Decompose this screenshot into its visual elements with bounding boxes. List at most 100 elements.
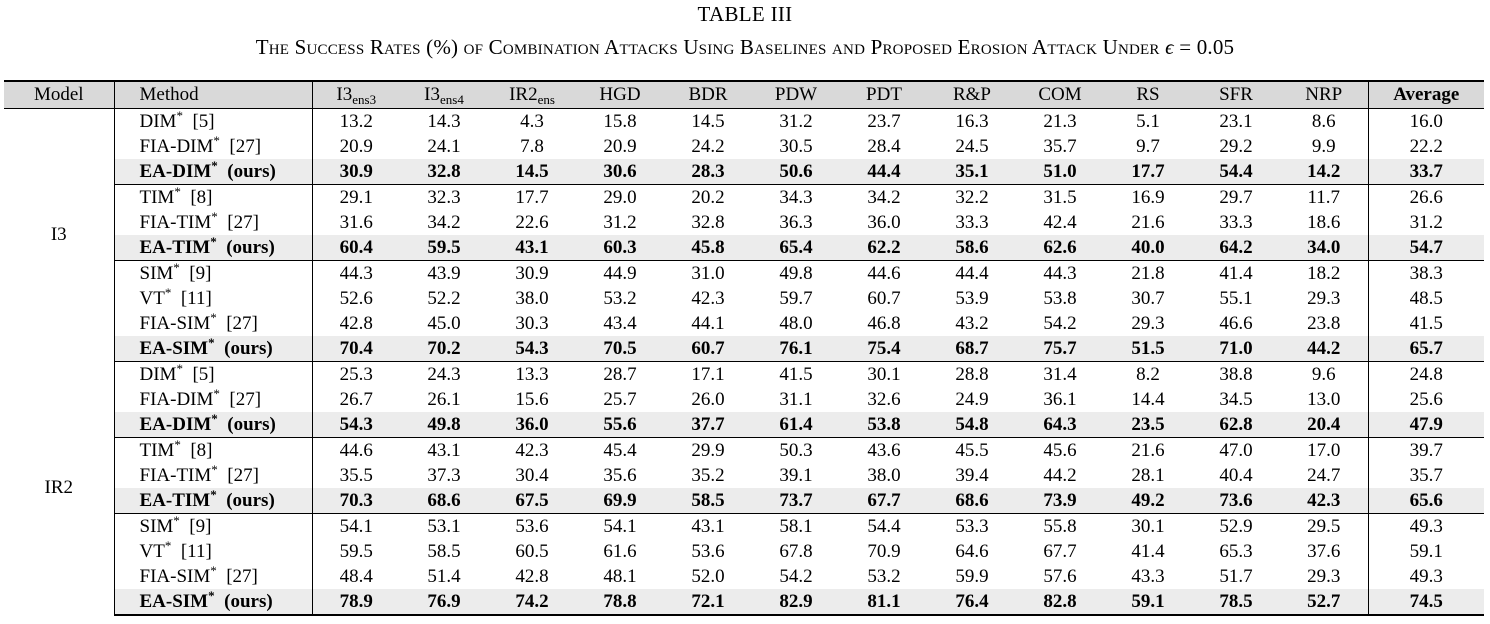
value-cell: 61.4 bbox=[752, 412, 840, 438]
value-cell: 64.2 bbox=[1192, 235, 1280, 261]
value-cell: 29.0 bbox=[603, 186, 637, 208]
value-cell: 13.0 bbox=[1280, 387, 1369, 412]
value-cell: 26.0 bbox=[691, 388, 725, 410]
table-row: IR2 DIM* [5] 25.3 24.3 13.3 28.7 17.1 41.5 30.1 2… bbox=[4, 360, 1484, 498]
value-cell: 23.8 bbox=[1280, 311, 1369, 336]
value-cell: 44.2 bbox=[1043, 464, 1077, 486]
value-cell: 58.5 bbox=[664, 488, 752, 514]
value-cell: 34.5 bbox=[1219, 388, 1253, 410]
value-cell: 24.3 bbox=[427, 363, 461, 385]
method-ref: (ours) bbox=[226, 236, 275, 258]
method-cell: EA-DIM* (ours) bbox=[113, 410, 312, 438]
header-col-5: PDW bbox=[752, 80, 840, 109]
header-col-0: I3ens3 bbox=[311, 80, 400, 109]
value-cell: 44.4 bbox=[955, 262, 989, 284]
table-row: FIA-SIM* [27] 42.8 45.0 30.3 43.4 44.1 48.0 46.… bbox=[4, 311, 1484, 336]
value-cell: 49.8 bbox=[400, 412, 488, 438]
method-cell: FIA-TIM* [27] bbox=[113, 210, 312, 235]
value-cell: 42.3 bbox=[1280, 488, 1369, 514]
value-cell: 76.1 bbox=[752, 336, 840, 362]
value-cell: 7.8 bbox=[520, 135, 544, 157]
value-cell: 4.3 bbox=[520, 110, 544, 132]
method-name: DIM bbox=[139, 363, 177, 385]
value-cell: 9.7 bbox=[1136, 135, 1160, 157]
header-col-1: I3ens4 bbox=[400, 80, 488, 109]
value-cell: 35.2 bbox=[691, 464, 725, 486]
header-col-6: PDT bbox=[840, 80, 928, 109]
method-cell: TIM* [8] bbox=[113, 437, 312, 463]
epsilon-value: = 0.05 bbox=[1179, 35, 1235, 59]
value-cell: 48.0 bbox=[779, 312, 813, 334]
value-cell: 54.1 bbox=[311, 513, 400, 539]
method-ref: [5] bbox=[192, 110, 215, 132]
value-cell: 54.8 bbox=[928, 412, 1016, 438]
method-name: EA-DIM bbox=[139, 413, 212, 435]
header-col-4: BDR bbox=[664, 80, 752, 109]
method-star: * bbox=[211, 410, 218, 426]
value-cell: 41.5 bbox=[779, 363, 813, 385]
average-cell: 49.3 bbox=[1409, 565, 1443, 587]
value-cell: 29.3 bbox=[1280, 286, 1369, 311]
header-method: Method bbox=[113, 80, 312, 109]
method-ref: [8] bbox=[190, 439, 213, 461]
value-cell: 53.3 bbox=[955, 515, 989, 537]
value-cell: 31.4 bbox=[1043, 363, 1077, 385]
table-row: VT* [11] 52.6 52.2 38.0 53.2 42.3 59.7 60.7 53.9… bbox=[4, 286, 1484, 311]
average-cell: 39.7 bbox=[1409, 439, 1443, 461]
value-cell: 16.9 bbox=[1131, 186, 1165, 208]
value-cell: 29.9 bbox=[691, 439, 725, 461]
header-row: Model Method I3ens3 I3ens4 IR2ens HGD BD… bbox=[4, 80, 1484, 109]
value-cell: 49.2 bbox=[1104, 488, 1192, 514]
value-cell: 28.3 bbox=[664, 159, 752, 185]
method-name: EA-TIM bbox=[139, 236, 211, 258]
method-name: VT bbox=[139, 287, 165, 309]
table-row-ours: EA-TIM* (ours) 70.3 68.6 67.5 69.9 58.5 73.7 67… bbox=[4, 488, 1484, 514]
value-cell: 53.2 bbox=[867, 565, 901, 587]
value-cell: 46.6 bbox=[1219, 312, 1253, 334]
method-star: * bbox=[210, 309, 217, 325]
value-cell: 51.4 bbox=[427, 565, 461, 587]
method-cell: FIA-DIM* [27] bbox=[113, 387, 312, 412]
value-cell: 29.3 bbox=[1131, 312, 1165, 334]
value-cell: 43.9 bbox=[427, 262, 461, 284]
table-row-ours: EA-SIM* (ours) 78.9 76.9 74.2 78.8 72.1 82.9 81… bbox=[4, 589, 1484, 616]
value-cell: 55.1 bbox=[1219, 287, 1253, 309]
method-cell: FIA-SIM* [27] bbox=[113, 309, 312, 336]
value-cell: 45.4 bbox=[603, 439, 637, 461]
value-cell: 14.3 bbox=[427, 110, 461, 132]
value-cell: 59.5 bbox=[311, 539, 400, 564]
average-cell: 38.3 bbox=[1409, 262, 1443, 284]
value-cell: 43.2 bbox=[955, 312, 989, 334]
value-cell: 62.2 bbox=[840, 235, 928, 261]
method-cell: FIA-SIM* [27] bbox=[113, 562, 312, 589]
method-cell: DIM* [5] bbox=[113, 360, 312, 387]
header-col-3: HGD bbox=[576, 80, 664, 109]
value-cell: 35.6 bbox=[603, 464, 637, 486]
value-cell: 30.3 bbox=[515, 312, 549, 334]
method-star: * bbox=[211, 157, 218, 173]
value-cell: 29.2 bbox=[1219, 135, 1253, 157]
value-cell: 17.1 bbox=[691, 363, 725, 385]
model-cell: IR2 bbox=[44, 477, 74, 499]
table-label: TABLE III bbox=[697, 2, 793, 26]
value-cell: 37.6 bbox=[1280, 539, 1369, 564]
value-cell: 75.7 bbox=[1016, 336, 1104, 362]
value-cell: 17.7 bbox=[1104, 159, 1192, 185]
value-cell: 17.0 bbox=[1280, 437, 1369, 463]
value-cell: 28.1 bbox=[1131, 464, 1165, 486]
value-cell: 8.2 bbox=[1136, 363, 1160, 385]
value-cell: 30.9 bbox=[311, 159, 400, 185]
value-cell: 33.3 bbox=[1219, 211, 1253, 233]
value-cell: 52.6 bbox=[311, 286, 400, 311]
average-cell: 31.2 bbox=[1409, 211, 1443, 233]
value-cell: 67.5 bbox=[488, 488, 576, 514]
method-name: EA-DIM bbox=[139, 160, 212, 182]
value-cell: 15.6 bbox=[515, 388, 549, 410]
value-cell: 32.3 bbox=[427, 186, 461, 208]
value-cell: 31.2 bbox=[779, 110, 813, 132]
value-cell: 18.2 bbox=[1280, 260, 1369, 286]
value-cell: 21.8 bbox=[1131, 262, 1165, 284]
method-star: * bbox=[210, 562, 217, 578]
value-cell: 43.6 bbox=[867, 439, 901, 461]
method-star: * bbox=[176, 360, 183, 376]
